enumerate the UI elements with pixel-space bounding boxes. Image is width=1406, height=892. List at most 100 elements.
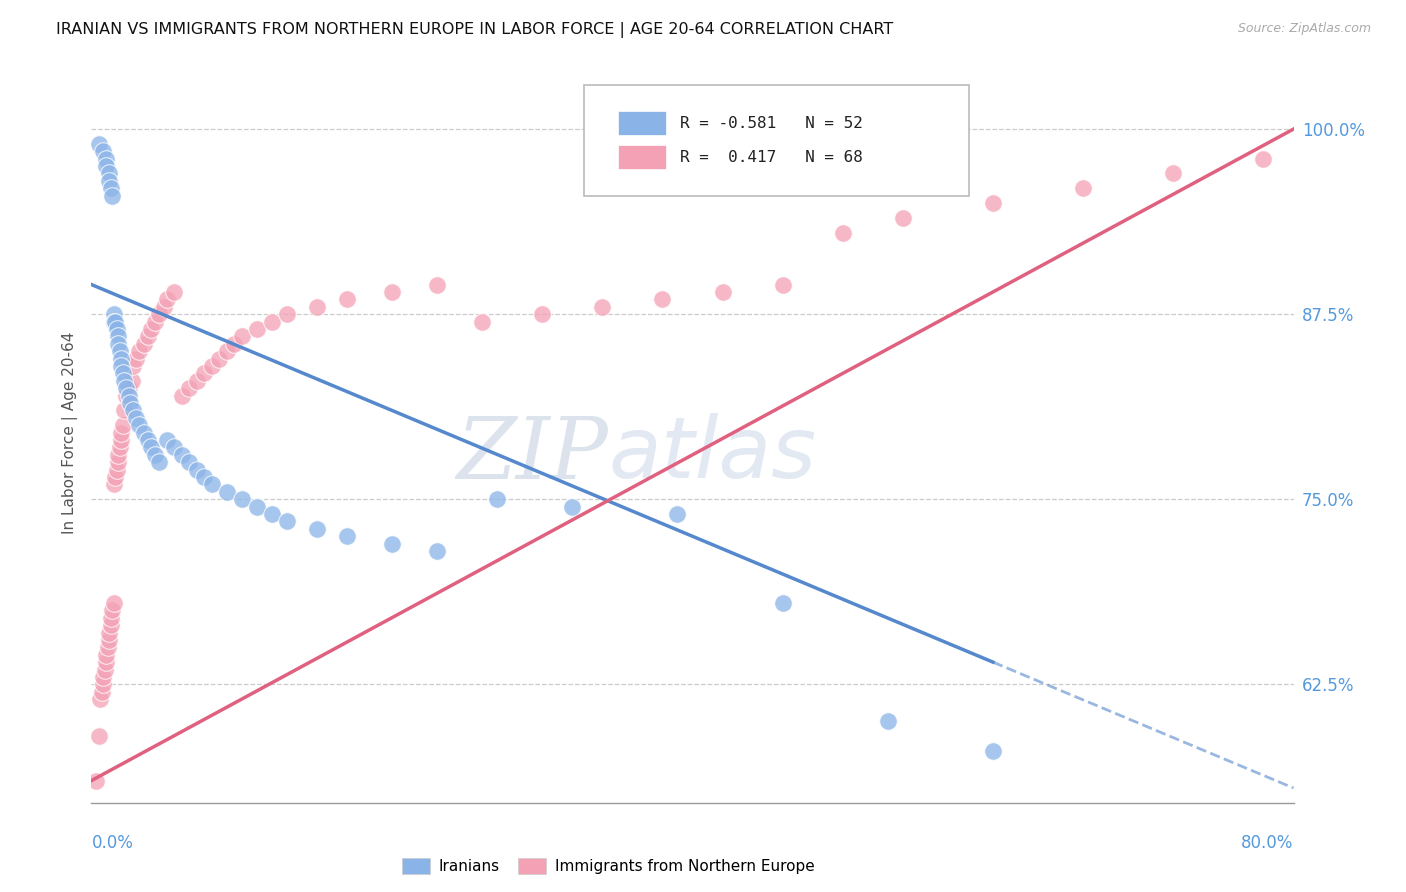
Point [141, 441, 163, 455]
Point [981, 744, 1004, 758]
FancyBboxPatch shape [585, 85, 969, 195]
Legend: Iranians, Immigrants from Northern Europe: Iranians, Immigrants from Northern Europ… [396, 852, 821, 880]
Point [138, 329, 160, 343]
Point [215, 344, 238, 359]
Point [148, 307, 170, 321]
Point [208, 351, 231, 366]
Point [177, 455, 200, 469]
Point [101, 603, 124, 617]
Point [101, 188, 124, 202]
Point [120, 396, 142, 410]
Point [128, 418, 150, 433]
Bar [617, 112, 666, 135]
Point [107, 455, 129, 469]
Point [103, 307, 125, 321]
Point [215, 484, 238, 499]
Point [103, 596, 125, 610]
Point [132, 336, 155, 351]
Point [891, 211, 914, 225]
Point [132, 425, 155, 440]
Point [93, 670, 115, 684]
Point [94, 663, 117, 677]
Point [193, 470, 215, 484]
Point [201, 359, 224, 373]
Point [1071, 181, 1094, 195]
Point [84, 773, 107, 788]
Point [336, 529, 359, 543]
Point [125, 351, 148, 366]
Point [97, 640, 120, 655]
Point [193, 367, 215, 381]
Point [155, 293, 177, 307]
Point [100, 181, 122, 195]
Point [231, 492, 253, 507]
Point [426, 277, 449, 292]
Point [122, 403, 145, 417]
Point [125, 410, 148, 425]
Text: 0.0%: 0.0% [91, 834, 134, 852]
Point [260, 315, 283, 329]
Point [471, 315, 494, 329]
Point [87, 136, 110, 151]
Point [143, 448, 166, 462]
Point [177, 381, 200, 395]
Point [148, 455, 170, 469]
Text: Source: ZipAtlas.com: Source: ZipAtlas.com [1237, 22, 1371, 36]
Point [110, 433, 132, 447]
Text: R = -0.581   N = 52: R = -0.581 N = 52 [681, 116, 863, 130]
Point [711, 285, 734, 299]
Point [305, 300, 328, 314]
Point [246, 322, 269, 336]
Point [531, 307, 554, 321]
Point [170, 389, 193, 403]
Bar [617, 145, 666, 169]
Point [1161, 167, 1184, 181]
Point [111, 367, 134, 381]
Point [98, 625, 121, 640]
Point [122, 359, 145, 373]
Point [89, 692, 111, 706]
Point [305, 522, 328, 536]
Point [96, 655, 118, 669]
Point [110, 425, 132, 440]
Point [381, 536, 404, 550]
Point [96, 648, 118, 662]
Point [276, 515, 298, 529]
Point [100, 610, 122, 624]
Point [772, 596, 794, 610]
Point [143, 315, 166, 329]
Point [96, 159, 118, 173]
Point [114, 403, 136, 417]
Point [561, 500, 583, 514]
Point [163, 441, 186, 455]
Point [666, 507, 689, 521]
Point [107, 448, 129, 462]
Point [186, 374, 208, 388]
Point [163, 285, 186, 299]
Point [100, 618, 122, 632]
Point [90, 685, 112, 699]
Point [98, 174, 121, 188]
Text: atlas: atlas [609, 413, 817, 496]
Point [121, 374, 143, 388]
Y-axis label: In Labor Force | Age 20-64: In Labor Force | Age 20-64 [62, 332, 77, 533]
Text: IRANIAN VS IMMIGRANTS FROM NORTHERN EUROPE IN LABOR FORCE | AGE 20-64 CORRELATIO: IRANIAN VS IMMIGRANTS FROM NORTHERN EURO… [56, 22, 893, 38]
Point [110, 351, 132, 366]
Point [186, 462, 208, 476]
Point [138, 433, 160, 447]
Point [98, 632, 121, 647]
Point [118, 389, 141, 403]
Point [591, 300, 613, 314]
Point [114, 374, 136, 388]
Point [651, 293, 673, 307]
Point [108, 441, 131, 455]
Point [87, 729, 110, 743]
Point [152, 300, 174, 314]
Point [108, 344, 131, 359]
Point [115, 381, 138, 395]
Point [103, 477, 125, 491]
Point [104, 315, 127, 329]
Point [107, 329, 129, 343]
Point [111, 418, 134, 433]
Point [93, 145, 115, 159]
